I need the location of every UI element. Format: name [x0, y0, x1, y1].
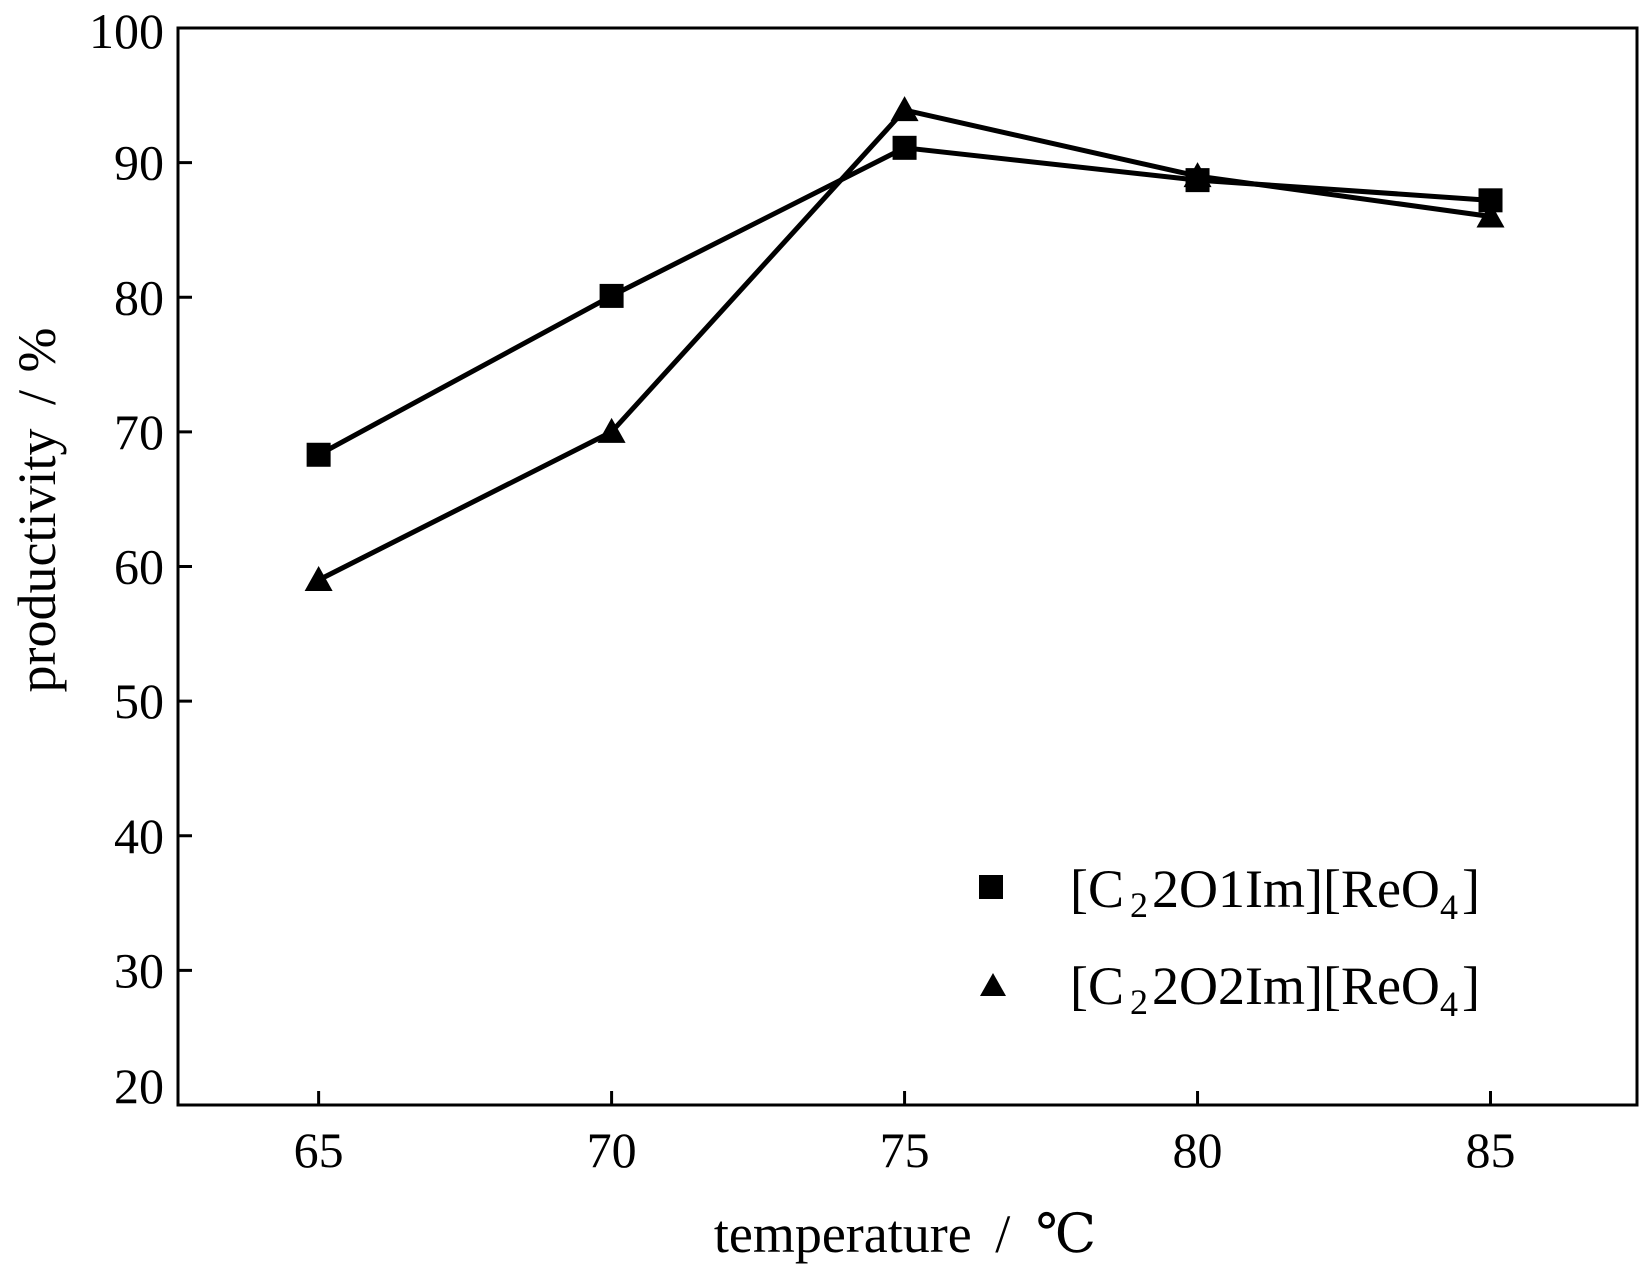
x-tick-label: 65	[294, 1122, 344, 1178]
data-point-square	[306, 442, 331, 467]
y-axis-title: productivity / %	[7, 328, 67, 693]
x-tick-label: 85	[1466, 1122, 1516, 1178]
x-tick-label: 75	[880, 1122, 930, 1178]
data-point-triangle	[1183, 162, 1212, 188]
x-axis: 65 70 75 80 85	[294, 1091, 1516, 1178]
data-point-triangle	[890, 96, 919, 122]
y-tick-label: 30	[114, 942, 164, 998]
y-tick-label: 50	[114, 673, 164, 729]
y-axis-label: productivity	[7, 429, 67, 693]
legend-item: [C 22O2Im][ReO4]	[980, 956, 1480, 1024]
data-point-triangle	[597, 417, 626, 443]
y-tick-label: 90	[114, 135, 164, 191]
legend-label-1: [C 22O1Im][ReO4]	[1070, 859, 1480, 927]
series-line-2	[317, 107, 1491, 583]
x-axis-unit: ℃	[1036, 1204, 1096, 1264]
y-tick-label: 80	[114, 269, 164, 325]
y-tick-label: 70	[114, 404, 164, 460]
y-tick-label: 40	[114, 808, 164, 864]
plot-frame	[176, 26, 1639, 1107]
legend-triangle-marker	[980, 973, 1006, 996]
y-tick-label: 60	[114, 539, 164, 595]
legend-item: [C 22O1Im][ReO4]	[979, 859, 1480, 927]
y-axis: 20 30 40 50 60 70 80 90 100	[89, 3, 192, 1114]
x-axis-separator: /	[995, 1204, 1010, 1264]
y-axis-separator: /	[7, 390, 67, 405]
x-axis-label: temperature	[714, 1204, 972, 1264]
legend-label-2: [C 22O2Im][ReO4]	[1070, 956, 1480, 1024]
data-point-triangle	[1476, 202, 1505, 228]
y-tick-label: 100	[89, 3, 164, 59]
x-tick-label: 70	[587, 1122, 637, 1178]
x-axis-title: temperature / ℃	[714, 1204, 1096, 1264]
x-tick-label: 80	[1173, 1122, 1223, 1178]
y-axis-unit: %	[7, 328, 67, 373]
legend: [C 22O1Im][ReO4] [C 22O2Im][ReO4]	[979, 859, 1480, 1024]
legend-square-marker	[979, 875, 1003, 899]
y-tick-label: 20	[114, 1058, 164, 1114]
data-point-square	[892, 135, 917, 160]
series-layer	[304, 96, 1505, 591]
data-point-triangle	[304, 565, 333, 591]
data-point-square	[599, 283, 624, 308]
